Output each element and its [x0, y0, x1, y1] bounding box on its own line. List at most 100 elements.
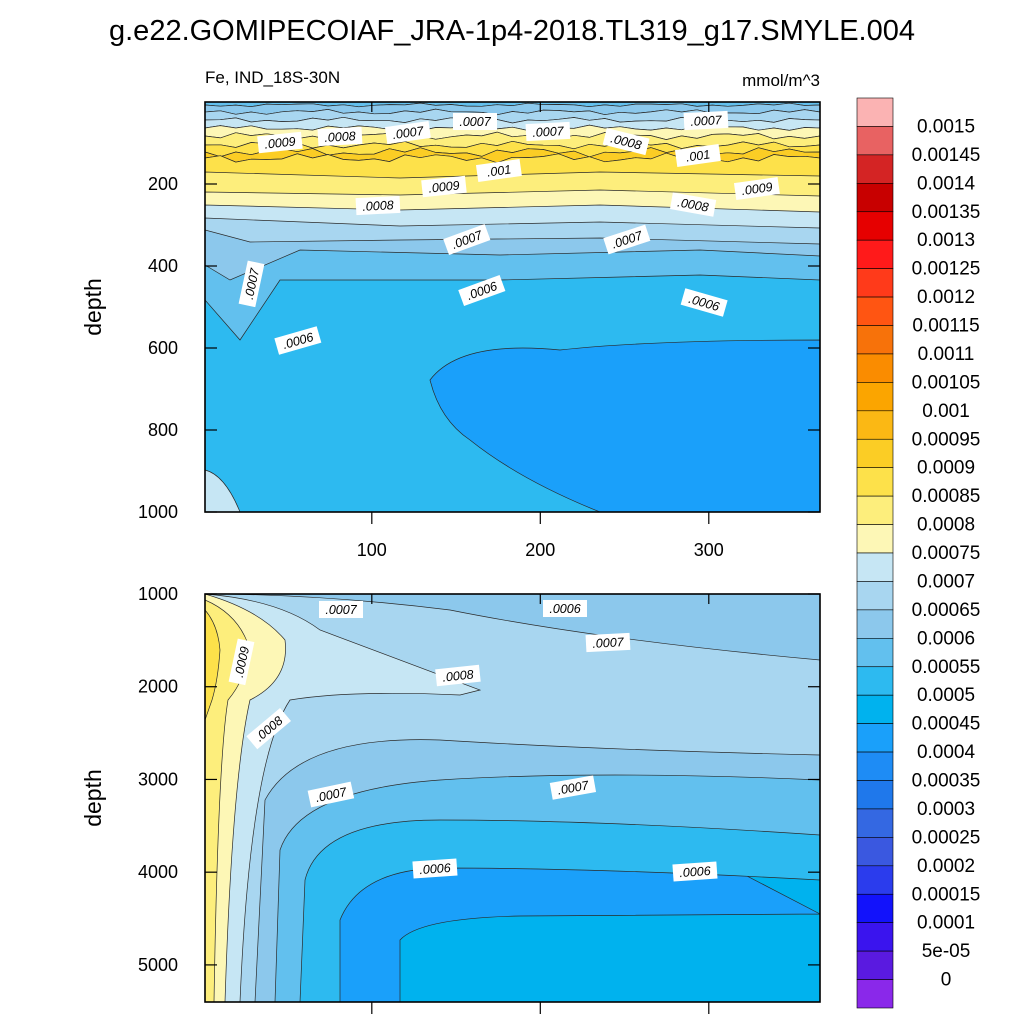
colorbar-tick-label: 0.00045: [912, 714, 981, 735]
colorbar-tick-label: 0.0006: [917, 628, 975, 649]
upper-contour-label: .0007: [683, 110, 729, 131]
upper-panel: Fe, IND_18S-30N mmol/m^3 .0009 .0008 .0007…: [80, 68, 821, 560]
upper-contour-label: .0007: [238, 260, 265, 308]
colorbar-tick-label: 0.00015: [912, 884, 981, 905]
y-tick-label: 2000: [138, 677, 178, 697]
colorbar-tick-label: 0.001: [922, 401, 970, 422]
y-tick-label: 1000: [138, 502, 178, 522]
svg-text:.0008: .0008: [324, 129, 356, 145]
svg-text:.0007: .0007: [532, 124, 565, 140]
colorbar-swatch: [856, 467, 894, 497]
colorbar-swatch: [856, 808, 894, 838]
upper-contour-label: .0008: [669, 192, 717, 217]
lower-contour-label: .0007: [307, 781, 355, 808]
colorbar-tick-label: 0.0009: [917, 458, 975, 479]
upper-left-subtitle: Fe, IND_18S-30N: [205, 68, 340, 87]
colorbar-swatch: [856, 211, 894, 241]
colorbar-swatch: [856, 97, 894, 127]
colorbar-tick-label: 0.00075: [912, 543, 981, 564]
svg-text:.0006: .0006: [419, 861, 451, 877]
lower-ticks: 1000 2000 3000 4000 5000: [138, 584, 820, 1014]
lower-contour-label: .0006: [543, 600, 587, 617]
colorbar-swatch: [856, 268, 894, 298]
x-tick-label: 300: [694, 540, 724, 560]
lower-contour-label: .0009: [228, 638, 255, 686]
svg-text:.0007: .0007: [556, 778, 590, 797]
colorbar-swatch: [856, 609, 894, 639]
x-tick-label: 200: [525, 540, 555, 560]
figure-title: g.e22.GOMIPECOIAF_JRA-1p4-2018.TL319_g17…: [109, 15, 915, 47]
upper-core-0.0005: [429, 339, 820, 512]
colorbar-swatch: [856, 239, 894, 269]
lower-contour-label: .0006: [412, 858, 458, 879]
lower-contour-labels: .0007.0006.0007.0009.0008.0008.0007.0007…: [228, 600, 718, 882]
colorbar-tick-label: 0.0002: [917, 856, 975, 877]
lower-contour-fill: [205, 594, 820, 1002]
upper-contour-label: .0008: [355, 195, 401, 216]
svg-text:.0009: .0009: [428, 178, 461, 195]
upper-contour-label: .0008: [317, 126, 363, 147]
upper-right-subtitle: mmol/m^3: [742, 71, 820, 90]
upper-contour-fill: [205, 102, 820, 512]
lower-band-0.0008: [205, 594, 482, 1002]
colorbar-swatch: [856, 837, 894, 867]
colorbar-tick-label: 0.00025: [912, 827, 981, 848]
lower-contour-label: .0008: [435, 664, 481, 687]
colorbar-tick-label: 0.00055: [912, 657, 981, 678]
colorbar-swatch: [856, 780, 894, 810]
colorbar-swatch: [856, 552, 894, 582]
y-tick-label: 800: [148, 420, 178, 440]
svg-text:.0009: .0009: [741, 180, 774, 198]
y-tick-label: 400: [148, 256, 178, 276]
svg-text:.0008: .0008: [676, 195, 709, 214]
svg-text:.0007: .0007: [459, 115, 491, 129]
colorbar-tick-label: 0.0005: [917, 685, 975, 706]
colorbar-tick-label: 0.00105: [912, 372, 981, 393]
colorbar-swatch: [856, 325, 894, 355]
lower-band-0.00095: [205, 609, 221, 721]
colorbar-tick-label: 0.0014: [917, 173, 976, 194]
colorbar-swatch: [856, 865, 894, 895]
colorbar-tick-label: 0.00095: [912, 429, 981, 450]
colorbar-swatch: [856, 950, 894, 980]
colorbar-tick-label: 0.00115: [912, 316, 979, 337]
colorbar-swatch: [856, 524, 894, 554]
colorbar-tick-label: 0.00065: [912, 600, 981, 621]
upper-y-axis-label: depth: [80, 278, 106, 336]
colorbar-swatch: [856, 438, 894, 468]
colorbar-tick-label: 0.0001: [917, 913, 975, 934]
upper-contour-label: .0007: [453, 113, 497, 130]
lower-band-0.0009: [205, 599, 251, 1002]
colorbar-swatch: [856, 893, 894, 923]
svg-text:.0008: .0008: [362, 198, 394, 214]
lower-panel: .0007.0006.0007.0009.0008.0008.0007.0007…: [80, 584, 821, 1014]
colorbar: 0.0015 0.00145 0.0014 0.00135 0.0013 0.00125 0…: [856, 97, 981, 1009]
upper-lower-left-wedge: [205, 469, 241, 512]
svg-text:.001: .001: [685, 147, 711, 164]
upper-plot-frame: [204, 101, 821, 513]
lower-contour-label: .0006: [672, 861, 718, 882]
colorbar-tick-label: 0.0011: [918, 344, 975, 365]
x-tick-label: 100: [357, 540, 387, 560]
svg-text:.001: .001: [486, 162, 512, 179]
colorbar-swatch: [856, 154, 894, 184]
lower-y-axis-label: depth: [80, 769, 106, 827]
svg-text:.0007: .0007: [325, 603, 357, 617]
colorbar-tick-label: 0.0008: [917, 515, 975, 536]
colorbar-swatch: [856, 694, 894, 724]
upper-contour-label: .0008: [602, 127, 650, 156]
upper-contour-label: .001: [674, 144, 721, 167]
upper-contour-label: .0009: [421, 175, 467, 198]
svg-text:.0006: .0006: [679, 864, 711, 880]
svg-text:.0007: .0007: [392, 124, 426, 142]
y-tick-label: 200: [148, 174, 178, 194]
svg-text:.0007: .0007: [690, 113, 723, 129]
colorbar-swatch: [856, 638, 894, 668]
colorbar-tick-label: 0.0015: [917, 116, 975, 137]
upper-contour-label: .0006: [680, 288, 728, 317]
colorbar-swatch: [856, 723, 894, 753]
colorbar-swatch: [856, 296, 894, 326]
colorbar-swatch: [856, 666, 894, 696]
lower-contour-label: .0007: [585, 632, 631, 653]
